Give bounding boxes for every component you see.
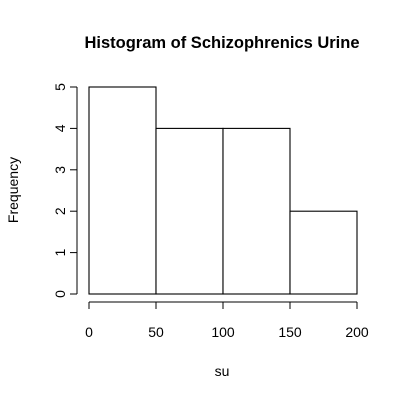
x-tick-label: 50 (148, 324, 164, 340)
y-tick-label: 2 (52, 207, 68, 215)
y-tick-label: 0 (52, 290, 68, 298)
y-axis: 0 1 2 3 4 5 (52, 83, 78, 298)
y-tick-label: 5 (52, 83, 68, 91)
x-axis-label: su (215, 363, 230, 379)
x-axis: 0 50 100 150 200 (85, 301, 369, 340)
histogram-bar-100-150 (222, 127, 291, 295)
bars-group (88, 86, 358, 295)
chart-title: Histogram of Schizophrenics Urine (84, 34, 359, 52)
x-tick-label: 150 (278, 324, 302, 340)
x-tick-label: 100 (211, 324, 235, 340)
y-tick-label: 4 (52, 124, 68, 132)
y-axis-label: Frequency (5, 157, 21, 223)
y-tick-label: 3 (52, 166, 68, 174)
histogram-bar-0-50 (88, 86, 157, 295)
histogram-bar-150-200 (289, 210, 358, 295)
x-tick-label: 200 (345, 324, 369, 340)
y-tick-label: 1 (52, 248, 68, 256)
histogram-bar-50-100 (155, 127, 224, 295)
x-tick-label: 0 (85, 324, 93, 340)
